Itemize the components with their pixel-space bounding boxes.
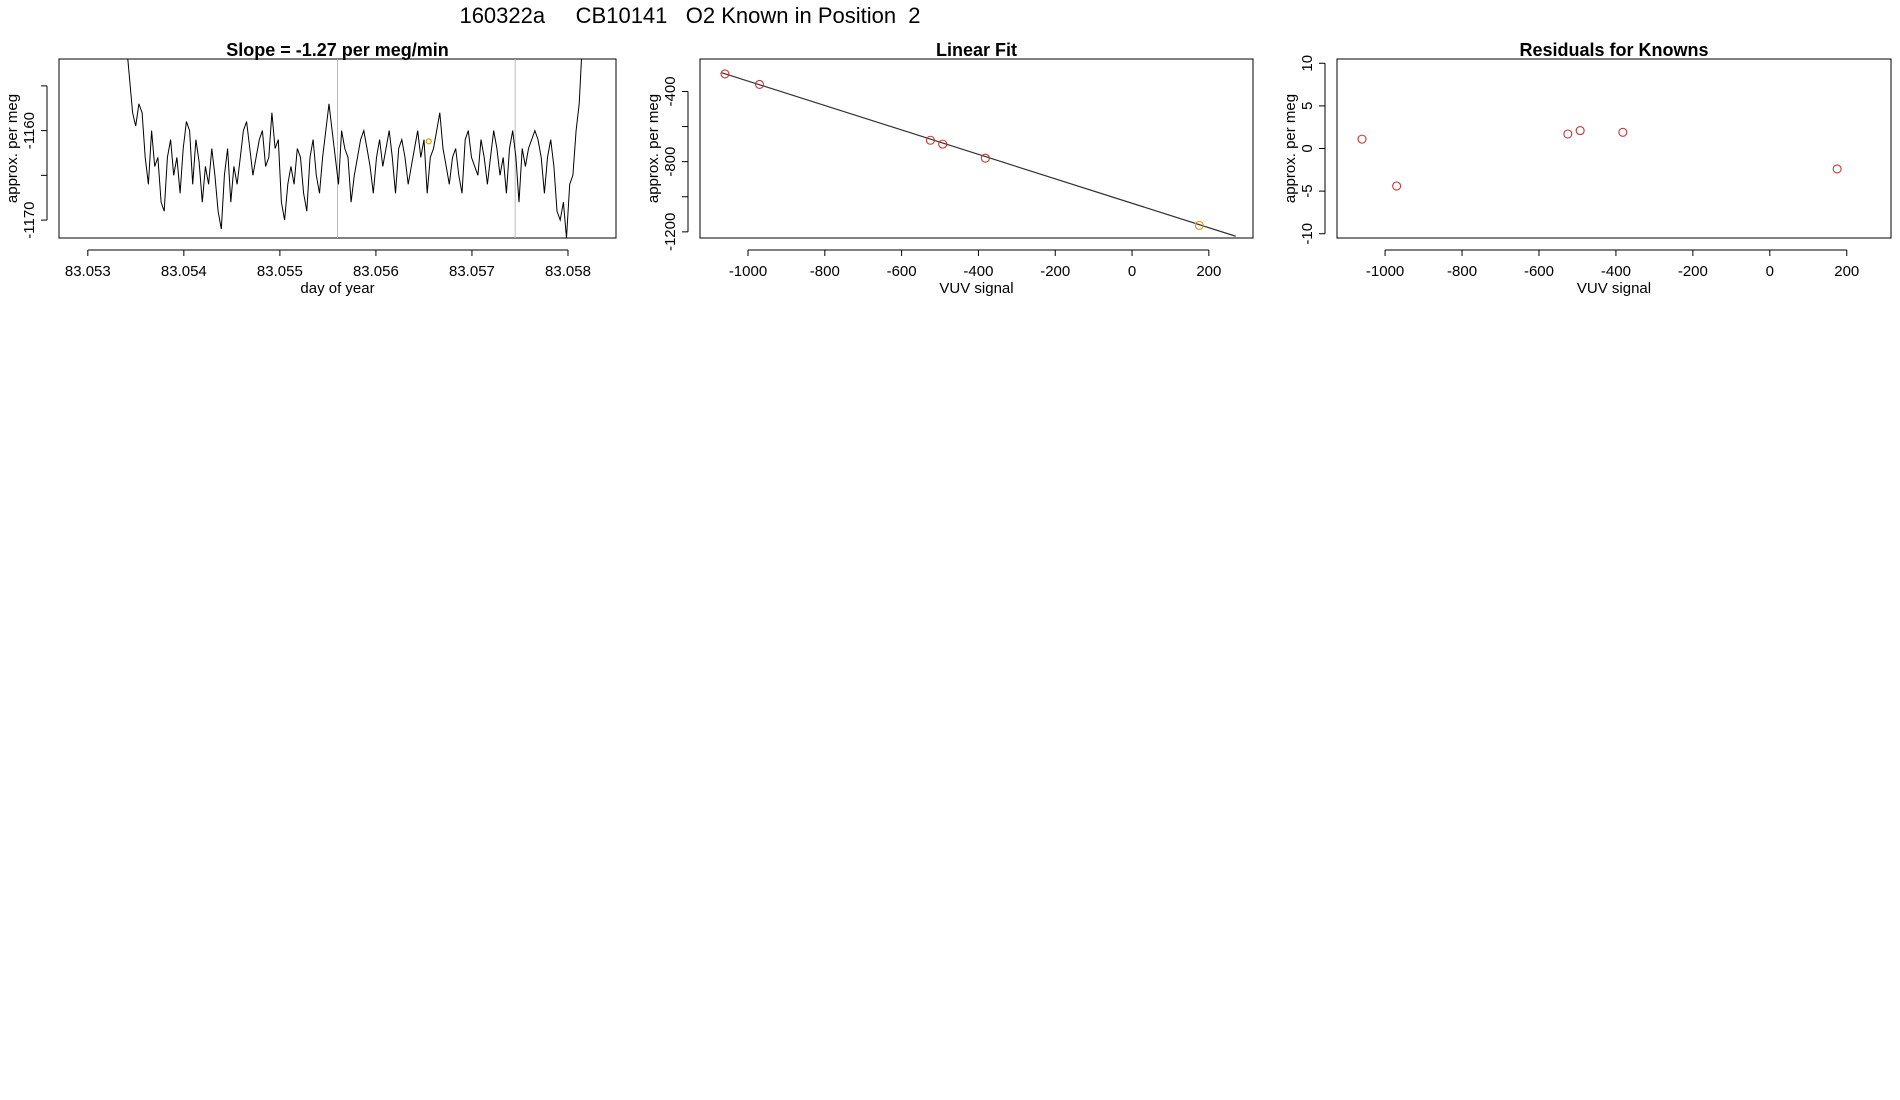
plot-area (720, 69, 1236, 237)
x-axis-label: VUV signal (1577, 280, 1651, 297)
y-tick-label: 10 (1299, 55, 1316, 72)
y-axis-label: approx. per meg (1282, 94, 1299, 203)
x-tick-label: 83.058 (545, 263, 591, 280)
x-tick-label: 83.056 (353, 263, 399, 280)
data-point (1575, 126, 1585, 136)
y-axis-label: approx. per meg (4, 94, 21, 203)
y-axis-label: approx. per meg (645, 94, 662, 203)
x-tick-label: -600 (1524, 263, 1554, 280)
y-tick-label: 0 (1299, 144, 1316, 152)
chart-title: Linear Fit (936, 40, 1017, 60)
y-tick-label: 5 (1299, 102, 1316, 110)
plot-area (127, 59, 582, 238)
data-point (1392, 181, 1402, 191)
data-point (1563, 129, 1573, 139)
chart-title: Slope = -1.27 per meg/min (226, 40, 449, 60)
x-tick-label: 83.057 (449, 263, 495, 280)
fit-line (720, 71, 1236, 237)
data-point (925, 135, 935, 145)
highlight-point (1194, 220, 1204, 230)
x-tick-label: -400 (963, 263, 993, 280)
plot-area (1357, 126, 1842, 191)
highlight-point (425, 138, 432, 145)
data-point (754, 79, 765, 89)
data-point (1832, 164, 1842, 174)
page-title: 160322a CB10141 O2 Known in Position 2 (459, 3, 920, 28)
panels-group: Slope = -1.27 per meg/min 83.053 83.054 83.… (4, 40, 1892, 297)
chart-panel-1: Slope = -1.27 per meg/min 83.053 83.054 83.… (4, 40, 617, 297)
x-tick-label: -1000 (729, 263, 767, 280)
x-tick-label: 200 (1834, 263, 1859, 280)
chart-panel-2: Linear Fit -1000 -800 -600 -400 -200 0 200 VUV s… (645, 40, 1254, 297)
data-point (1618, 127, 1628, 137)
y-tick-label: -400 (662, 76, 679, 106)
data-point (1357, 134, 1367, 144)
x-tick-label: 83.054 (161, 263, 207, 280)
chart-panel-3: Residuals for Knowns-1000 -800 -600 -400 -20… (1282, 40, 1892, 297)
y-tick-label: -800 (662, 147, 679, 177)
y-tick-label: -1170 (21, 201, 38, 238)
x-tick-label: -800 (1447, 263, 1477, 280)
y-tick-label: -1160 (21, 112, 38, 149)
x-tick-label: -200 (1678, 263, 1708, 280)
data-point (938, 139, 948, 149)
x-tick-label: -800 (810, 263, 840, 280)
y-tick-label: -10 (1299, 223, 1316, 245)
plot-frame (699, 58, 1254, 239)
data-point (980, 153, 990, 163)
x-tick-label: -1000 (1366, 263, 1404, 280)
plot-frame (1336, 58, 1892, 239)
chart-title: Residuals for Knowns (1519, 40, 1708, 60)
y-tick-label: -5 (1299, 184, 1316, 197)
x-tick-label: 83.053 (65, 263, 111, 280)
y-tick-label: -1200 (662, 213, 679, 251)
x-tick-label: -400 (1601, 263, 1631, 280)
x-tick-label: -200 (1040, 263, 1070, 280)
x-tick-label: 200 (1196, 263, 1221, 280)
x-axis-label: VUV signal (939, 280, 1013, 297)
data-point (720, 69, 730, 79)
x-tick-label: 0 (1766, 263, 1774, 280)
x-tick-label: -600 (887, 263, 917, 280)
x-tick-label: 83.055 (257, 263, 303, 280)
x-tick-label: 0 (1128, 263, 1136, 280)
trace-series-1 (127, 59, 582, 238)
x-axis-label: day of year (300, 280, 374, 297)
